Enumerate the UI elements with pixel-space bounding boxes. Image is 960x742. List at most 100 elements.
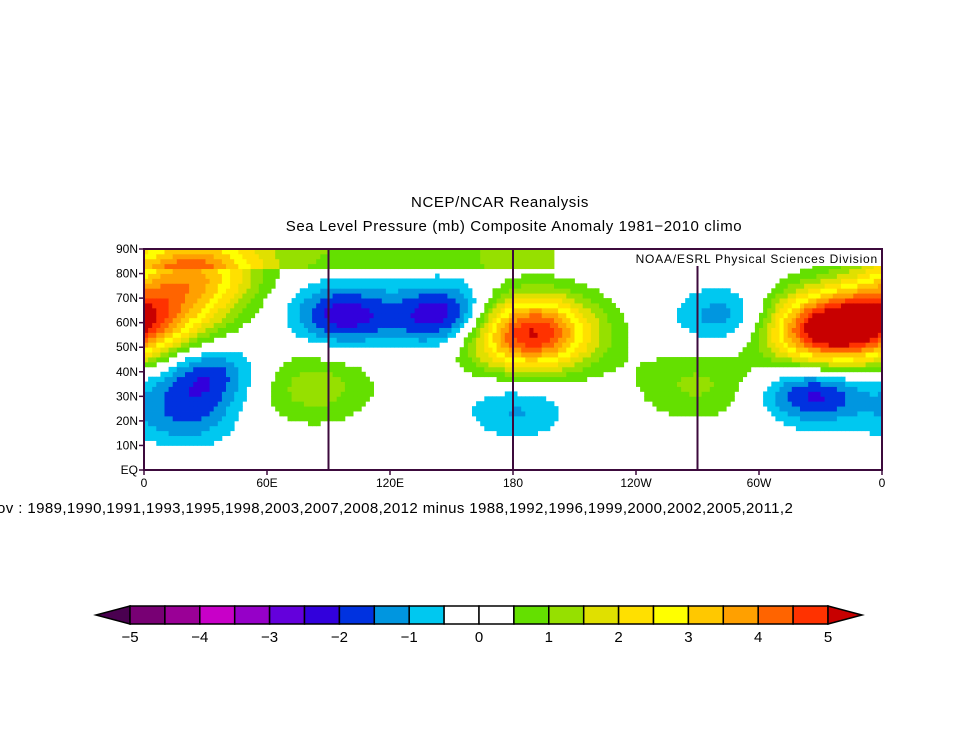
anomaly-cell	[164, 273, 169, 279]
anomaly-cell	[226, 312, 231, 319]
anomaly-cell	[332, 327, 338, 333]
anomaly-cell	[349, 293, 354, 299]
anomaly-cell	[205, 411, 210, 417]
anomaly-cell	[189, 332, 194, 338]
anomaly-cell	[853, 420, 858, 427]
anomaly-cell	[750, 332, 756, 338]
anomaly-cell	[521, 288, 526, 294]
anomaly-cell	[537, 352, 543, 358]
anomaly-cell	[209, 327, 215, 333]
anomaly-cell	[344, 366, 350, 373]
anomaly-cell	[525, 396, 530, 402]
anomaly-cell	[217, 357, 223, 363]
anomaly-cell	[316, 406, 321, 412]
anomaly-cell	[176, 411, 182, 417]
anomaly-cell	[369, 288, 374, 294]
anomaly-cell	[332, 283, 338, 289]
anomaly-cell	[221, 327, 227, 333]
anomaly-cell	[545, 263, 551, 270]
anomaly-cell	[201, 273, 206, 279]
anomaly-cell	[234, 253, 239, 260]
anomaly-cell	[476, 415, 481, 422]
anomaly-cell	[160, 425, 165, 432]
anomaly-cell	[521, 406, 526, 412]
anomaly-cell	[422, 249, 428, 255]
anomaly-cell	[865, 273, 871, 279]
anomaly-cell	[517, 396, 522, 402]
anomaly-cell	[537, 347, 543, 353]
anomaly-cell	[586, 371, 592, 378]
anomaly-cell	[172, 440, 178, 446]
anomaly-cell	[201, 303, 206, 309]
anomaly-cell	[160, 371, 165, 378]
anomaly-cell	[246, 283, 251, 289]
anomaly-cell	[328, 371, 333, 378]
anomaly-cell	[549, 327, 555, 333]
anomaly-cell	[447, 258, 452, 265]
anomaly-cell	[279, 406, 284, 412]
anomaly-cell	[164, 391, 169, 397]
anomaly-cell	[332, 322, 338, 328]
anomaly-cell	[820, 268, 825, 274]
anomaly-cell	[582, 376, 588, 382]
anomaly-cell	[217, 376, 223, 382]
anomaly-cell	[586, 312, 592, 319]
anomaly-cell	[295, 253, 301, 260]
anomaly-cell	[221, 366, 227, 373]
anomaly-cell	[791, 332, 797, 338]
anomaly-cell	[574, 307, 579, 314]
anomaly-cell	[722, 357, 727, 363]
anomaly-cell	[549, 401, 555, 407]
anomaly-cell	[361, 391, 366, 397]
anomaly-cell	[849, 283, 854, 289]
anomaly-cell	[320, 406, 325, 412]
anomaly-cell	[435, 253, 440, 260]
anomaly-cell	[320, 263, 325, 270]
anomaly-cell	[369, 283, 374, 289]
anomaly-cell	[783, 391, 789, 397]
anomaly-cell	[369, 337, 374, 343]
anomaly-cell	[533, 273, 538, 279]
colorbar-tick-label: 3	[684, 629, 692, 646]
anomaly-cell	[562, 371, 567, 378]
anomaly-cell	[615, 332, 620, 338]
anomaly-cell	[176, 337, 182, 343]
anomaly-cell	[152, 361, 157, 368]
anomaly-cell	[541, 307, 547, 314]
anomaly-cell	[517, 263, 522, 270]
anomaly-cell	[152, 396, 157, 402]
anomaly-cell	[853, 352, 858, 358]
anomaly-cell	[586, 357, 592, 363]
anomaly-cell	[189, 366, 194, 373]
anomaly-cell	[213, 376, 219, 382]
anomaly-cell	[582, 317, 588, 324]
anomaly-cell	[820, 361, 825, 368]
anomaly-cell	[869, 386, 875, 392]
anomaly-cell	[193, 381, 198, 387]
anomaly-cell	[652, 386, 657, 392]
anomaly-cell	[623, 322, 629, 328]
anomaly-cell	[533, 420, 538, 427]
anomaly-cell	[873, 337, 879, 343]
anomaly-cell	[508, 430, 514, 437]
anomaly-cell	[545, 303, 551, 309]
anomaly-cell	[484, 307, 489, 314]
anomaly-cell	[164, 337, 169, 343]
anomaly-cell	[291, 249, 297, 255]
anomaly-cell	[160, 440, 165, 446]
anomaly-cell	[406, 322, 411, 328]
anomaly-cell	[693, 366, 698, 373]
anomaly-cell	[800, 273, 805, 279]
anomaly-cell	[205, 268, 210, 274]
anomaly-cell	[677, 371, 682, 378]
anomaly-cell	[648, 371, 653, 378]
anomaly-cell	[308, 253, 313, 260]
anomaly-cell	[562, 307, 567, 314]
anomaly-cell	[832, 273, 838, 279]
anomaly-cell	[574, 371, 579, 378]
anomaly-cell	[578, 298, 584, 304]
anomaly-cell	[152, 420, 157, 427]
anomaly-cell	[877, 386, 883, 392]
anomaly-cell	[369, 391, 374, 397]
anomaly-cell	[517, 288, 522, 294]
